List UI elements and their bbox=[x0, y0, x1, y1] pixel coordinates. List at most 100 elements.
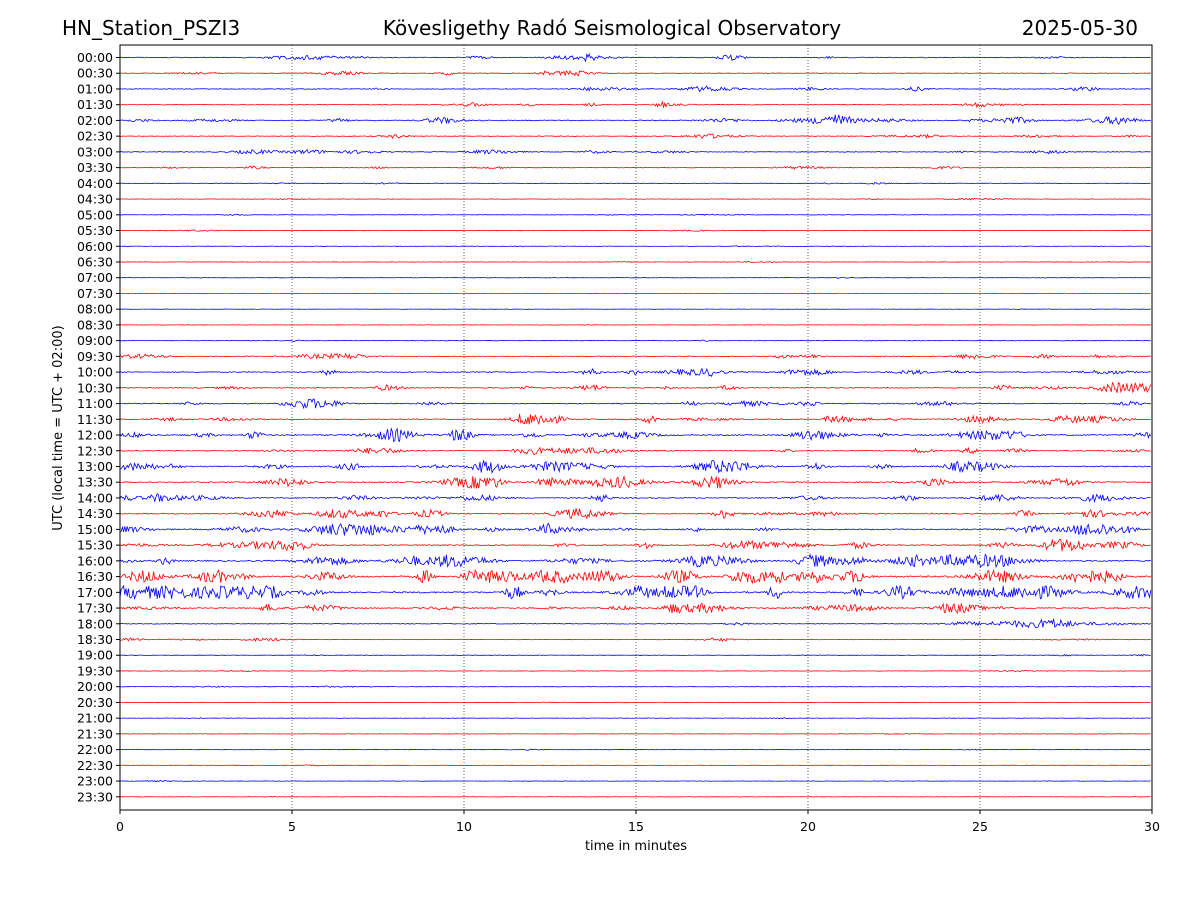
y-tick-label: 16:00 bbox=[77, 553, 113, 568]
trace-2030 bbox=[119, 701, 1151, 704]
y-tick-label: 06:30 bbox=[77, 254, 113, 269]
x-tick-label: 15 bbox=[628, 819, 644, 834]
grid-lines bbox=[291, 45, 981, 810]
trace-0500 bbox=[120, 213, 1151, 217]
trace-1600 bbox=[119, 553, 1151, 569]
y-tick-label: 23:00 bbox=[77, 774, 113, 789]
y-tick-label: 08:00 bbox=[77, 302, 113, 317]
y-tick-label: 10:30 bbox=[77, 380, 113, 395]
date-title: 2025-05-30 bbox=[1022, 16, 1138, 40]
y-tick-label: 22:30 bbox=[77, 758, 113, 773]
y-tick-label: 02:00 bbox=[77, 113, 113, 128]
trace-2200 bbox=[119, 748, 1151, 751]
trace-1730 bbox=[119, 602, 1152, 614]
y-tick-label: 01:30 bbox=[77, 97, 113, 112]
trace-1400 bbox=[119, 493, 1151, 504]
y-tick-label: 03:30 bbox=[77, 160, 113, 175]
x-tick-label: 5 bbox=[288, 819, 296, 834]
trace-1930 bbox=[119, 669, 1151, 673]
y-tick-label: 10:00 bbox=[77, 365, 113, 380]
y-tick-label: 07:30 bbox=[77, 286, 113, 301]
y-tick-label: 23:30 bbox=[77, 789, 113, 804]
y-tick-label: 13:00 bbox=[77, 459, 113, 474]
y-tick-label: 11:30 bbox=[77, 412, 113, 427]
y-tick-label: 13:30 bbox=[77, 475, 113, 490]
y-tick-label: 22:00 bbox=[77, 742, 113, 757]
y-tick-label: 21:30 bbox=[77, 726, 113, 741]
y-tick-label: 17:30 bbox=[77, 601, 113, 616]
y-tick-label: 15:00 bbox=[77, 522, 113, 537]
trace-1700 bbox=[119, 584, 1152, 600]
trace-0930 bbox=[119, 352, 1151, 360]
y-tick-label: 00:30 bbox=[77, 66, 113, 81]
x-tick-label: 25 bbox=[972, 819, 988, 834]
x-tick-label: 20 bbox=[800, 819, 816, 834]
y-tick-label: 07:00 bbox=[77, 270, 113, 285]
y-tick-label: 19:00 bbox=[77, 648, 113, 663]
trace-0130 bbox=[119, 100, 1151, 109]
y-tick-label: 09:30 bbox=[77, 349, 113, 364]
trace-0000 bbox=[119, 52, 1151, 63]
y-tick-label: 18:30 bbox=[77, 632, 113, 647]
y-tick-label: 00:00 bbox=[77, 50, 113, 65]
trace-0030 bbox=[119, 70, 1151, 77]
trace-1130 bbox=[119, 413, 1151, 426]
y-tick-label: 18:00 bbox=[77, 616, 113, 631]
y-axis-label: UTC (local time = UTC + 02:00) bbox=[51, 325, 66, 530]
trace-0730 bbox=[119, 292, 1151, 295]
y-tick-label: 06:00 bbox=[77, 239, 113, 254]
trace-0100 bbox=[119, 85, 1151, 93]
trace-2130 bbox=[119, 733, 1151, 735]
trace-1430 bbox=[119, 508, 1151, 520]
y-tick-label: 02:30 bbox=[77, 129, 113, 144]
trace-1330 bbox=[119, 474, 1151, 489]
trace-0600 bbox=[119, 245, 1151, 248]
x-axis-ticks: 0 5 10 15 20 25 30 bbox=[116, 810, 1160, 834]
x-axis-label: time in minutes bbox=[585, 839, 687, 854]
trace-1530 bbox=[119, 538, 1151, 552]
y-tick-label: 04:00 bbox=[77, 176, 113, 191]
trace-1000 bbox=[119, 367, 1151, 377]
y-tick-label: 09:00 bbox=[77, 333, 113, 348]
y-tick-label: 03:00 bbox=[77, 144, 113, 159]
trace-0330 bbox=[119, 165, 1151, 170]
trace-1900 bbox=[119, 653, 1151, 657]
y-tick-label: 08:30 bbox=[77, 317, 113, 332]
trace-0900 bbox=[119, 339, 1151, 342]
y-tick-label: 17:00 bbox=[77, 585, 113, 600]
trace-0630 bbox=[119, 261, 1151, 263]
y-tick-label: 20:00 bbox=[77, 679, 113, 694]
trace-1800 bbox=[119, 618, 1151, 629]
trace-1830 bbox=[119, 637, 1151, 642]
x-tick-label: 10 bbox=[456, 819, 472, 834]
y-tick-label: 19:30 bbox=[77, 663, 113, 678]
trace-2300 bbox=[119, 780, 1151, 783]
trace-0230 bbox=[119, 133, 1151, 140]
y-axis-ticks: 00:0000:3001:0001:3002:0002:3003:0003:30… bbox=[77, 50, 120, 804]
trace-0300 bbox=[119, 148, 1151, 156]
y-tick-label: 21:00 bbox=[77, 711, 113, 726]
trace-0400 bbox=[119, 181, 1151, 185]
observatory-title: Kövesligethy Radó Seismological Observat… bbox=[383, 16, 841, 40]
trace-2100 bbox=[119, 717, 1151, 720]
y-tick-label: 05:00 bbox=[77, 207, 113, 222]
y-tick-label: 15:30 bbox=[77, 538, 113, 553]
trace-1500 bbox=[119, 522, 1151, 536]
trace-1200 bbox=[119, 427, 1152, 443]
y-tick-label: 20:30 bbox=[77, 695, 113, 710]
y-tick-label: 14:30 bbox=[77, 506, 113, 521]
x-tick-label: 0 bbox=[116, 819, 124, 834]
trace-0200 bbox=[119, 114, 1152, 125]
trace-0430 bbox=[119, 197, 1151, 201]
trace-0530 bbox=[119, 229, 1151, 232]
y-tick-label: 04:30 bbox=[77, 192, 113, 207]
x-tick-label: 30 bbox=[1144, 819, 1160, 834]
y-tick-label: 05:30 bbox=[77, 223, 113, 238]
trace-2000 bbox=[119, 685, 1151, 688]
y-tick-label: 12:00 bbox=[77, 428, 113, 443]
y-tick-label: 01:00 bbox=[77, 81, 113, 96]
trace-1030 bbox=[119, 381, 1152, 394]
trace-1230 bbox=[119, 446, 1151, 455]
trace-0700 bbox=[119, 276, 1151, 279]
trace-0830 bbox=[119, 324, 1151, 326]
